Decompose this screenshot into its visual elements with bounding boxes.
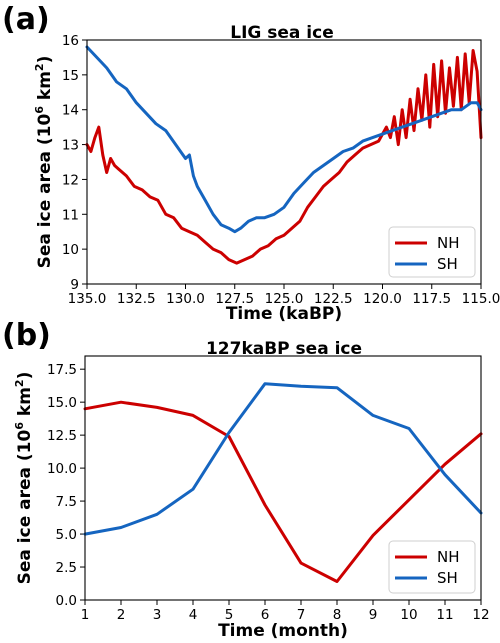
chart-a-y-tick-label: 13 (62, 138, 79, 154)
chart-b-series (83, 382, 483, 583)
chart-a-y-axis-label: Sea ice area (106 km2) (33, 56, 55, 269)
chart-b-legend-box (388, 540, 476, 594)
panel-a-label: (a) (2, 2, 50, 37)
chart-a-x-tick-label: 127.5 (215, 291, 254, 307)
chart-b-x-tick-label: 1 (81, 607, 90, 623)
chart-b-x-ticks: 1 2 3 4 5 6 7 8 9 10 11 12 (81, 600, 490, 623)
chart-a-x-tick-label: 117.5 (412, 291, 451, 307)
chart-b-x-tick-label: 9 (369, 607, 378, 623)
panel-b: (b) 127kaBP sea ice 0.0 2.5 5.0 7.5 10.0 12.5… (2, 318, 490, 641)
chart-a-legend: NH SH (388, 226, 476, 278)
chart-b-y-axis-label: Sea ice area (106 km2) (13, 372, 35, 585)
chart-b-x-axis-label: Time (month) (218, 621, 348, 641)
chart-a-x-axis-label: Time (kaBP) (226, 304, 342, 324)
chart-b-y-tick-label: 15.0 (47, 395, 77, 411)
chart-a-x-tick-label: 130.0 (166, 291, 205, 307)
chart-a-y-tick-label: 15 (62, 68, 79, 84)
chart-a-y-tick-label: 12 (62, 172, 79, 188)
panel-b-label: (b) (2, 318, 51, 353)
chart-a-x-tick-label: 125.0 (265, 291, 304, 307)
chart-b-x-tick-label: 10 (400, 607, 417, 623)
chart-a-legend-nh-label: NH (437, 234, 460, 252)
chart-a-series (85, 45, 483, 265)
chart-a-x-ticks: 135.0 132.5 130.0 127.5 125.0 122.5 120.0 117.5… (68, 284, 500, 307)
chart-b-y-tick-label: 5.0 (56, 527, 77, 543)
chart-a-x-tick-label: 132.5 (117, 291, 156, 307)
chart-b-x-tick-label: 4 (189, 607, 198, 623)
chart-b-y-tick-label: 2.5 (56, 560, 77, 576)
chart-a-y-tick-label: 10 (62, 242, 79, 258)
chart-b-x-tick-label: 7 (297, 607, 306, 623)
chart-b-y-tick-label: 17.5 (47, 362, 77, 378)
chart-b-legend-sh-label: SH (437, 569, 458, 587)
chart-b-x-tick-label: 12 (472, 607, 489, 623)
chart-b-y-tick-label: 10.0 (47, 461, 77, 477)
chart-a-x-tick-label: 120.0 (363, 291, 402, 307)
chart-b-title: 127kaBP sea ice (206, 339, 362, 359)
chart-a-title: LIG sea ice (230, 23, 334, 43)
chart-b-x-tick-label: 3 (153, 607, 162, 623)
chart-a-y-tick-label: 9 (70, 277, 79, 293)
chart-b-series-sh-line (83, 382, 483, 536)
chart-b-y-tick-label: 7.5 (56, 494, 77, 510)
chart-b-y-tick-label: 12.5 (47, 428, 77, 444)
chart-a-y-tick-label: 16 (62, 33, 79, 49)
chart-b-plot-frame (84, 355, 482, 601)
chart-b-y-tick-label: 0.0 (56, 593, 77, 609)
chart-a-y-ticks: 9 10 11 12 13 14 15 16 (62, 33, 87, 293)
chart-a-x-tick-label: 122.5 (314, 291, 353, 307)
chart-a-y-tick-label: 14 (62, 103, 79, 119)
chart-a-legend-sh-label: SH (437, 255, 458, 273)
chart-b-legend: NH SH (388, 540, 476, 594)
chart-a-series-nh-line (85, 49, 483, 265)
chart-b-legend-nh-label: NH (437, 548, 460, 566)
chart-a-legend-box (388, 226, 476, 278)
chart-a-y-tick-label: 11 (62, 207, 79, 223)
chart-b-series-nh-line (83, 400, 483, 583)
panel-a: (a) LIG sea ice 9 10 11 12 13 14 15 16 135.0 132… (2, 2, 500, 324)
chart-b-x-tick-label: 8 (333, 607, 342, 623)
chart-b-x-tick-label: 11 (436, 607, 453, 623)
chart-b-x-tick-label: 2 (117, 607, 126, 623)
chart-a-series-sh-line (85, 45, 483, 234)
chart-a-x-tick-label: 135.0 (68, 291, 107, 307)
chart-b-y-ticks: 0.0 2.5 5.0 7.5 10.0 12.5 15.0 17.5 (47, 362, 85, 609)
chart-b-x-tick-label: 5 (225, 607, 234, 623)
chart-a-x-tick-label: 115.0 (462, 291, 500, 307)
chart-b-x-tick-label: 6 (261, 607, 270, 623)
chart-a-plot-frame (86, 39, 482, 285)
